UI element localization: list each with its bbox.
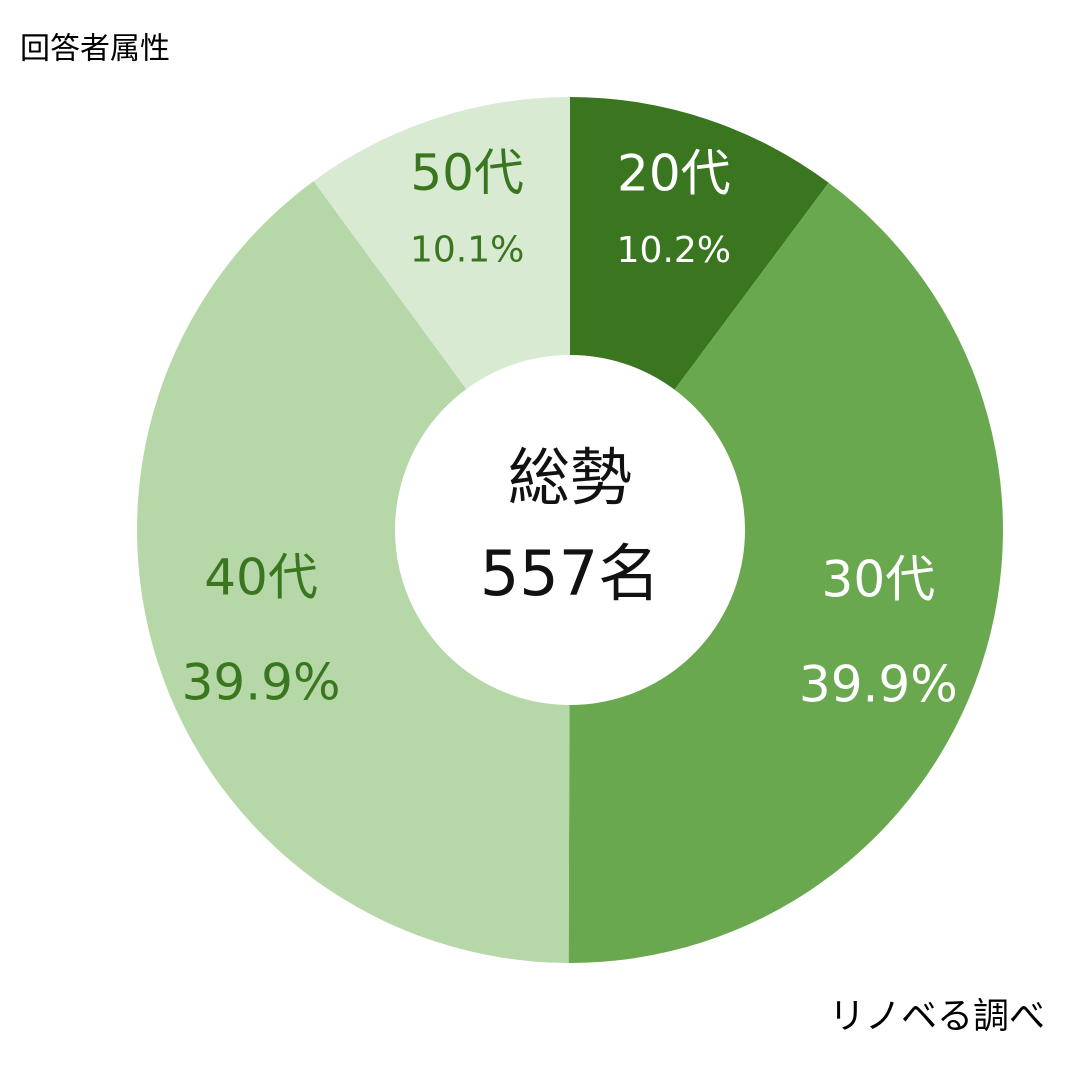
slice xyxy=(570,97,829,390)
slice xyxy=(313,97,570,390)
slice-value-label: 39.9% xyxy=(182,653,341,711)
slice-value-label: 10.2% xyxy=(617,230,731,271)
source-note: リノベる調べ xyxy=(829,996,1045,1037)
slice-value-label: 39.9% xyxy=(799,655,958,713)
slice xyxy=(136,181,570,963)
slice-category: 50代 xyxy=(410,144,524,202)
slice xyxy=(568,182,1003,964)
center-label: 総勢 xyxy=(508,441,632,514)
slice-category: 30代 xyxy=(822,550,936,608)
slice-value-label: 10.1% xyxy=(410,229,524,270)
slice-category: 20代 xyxy=(617,144,731,202)
slice-category: 40代 xyxy=(204,548,318,606)
center-label: 557名 xyxy=(480,537,660,610)
chart-title: 回答者属性 xyxy=(20,32,170,67)
